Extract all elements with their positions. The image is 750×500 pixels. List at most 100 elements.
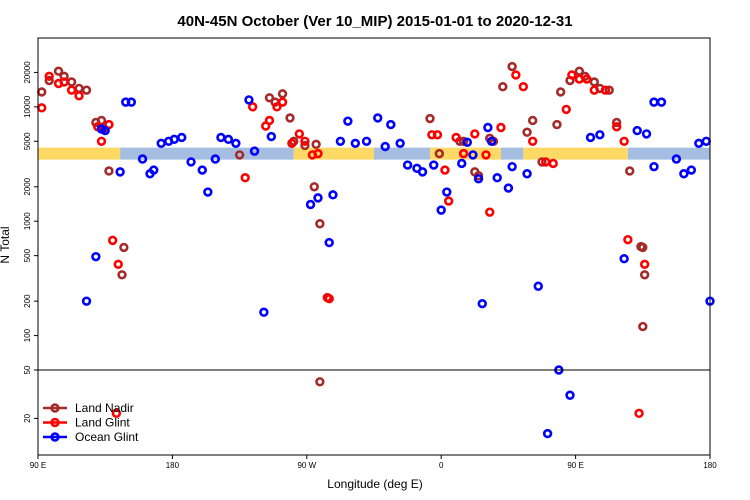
data-point-ocean-glint (417, 167, 428, 177)
data-point-ocean-glint (328, 190, 338, 200)
data-point-ocean-glint (436, 205, 446, 215)
data-point-land-glint (313, 148, 323, 159)
data-point-ocean-glint (457, 158, 467, 169)
data-point-ocean-glint (203, 187, 213, 197)
x-tick-label: 90 E (30, 461, 46, 470)
data-point-ocean-glint (343, 116, 353, 126)
data-point-land-glint (567, 70, 577, 80)
data-point-land-nadir (66, 77, 77, 87)
data-point-land-glint (511, 70, 521, 80)
data-point-ocean-glint (507, 161, 517, 172)
data-point-ocean-glint (679, 169, 689, 179)
data-point-land-nadir (625, 166, 635, 176)
x-tick-label: 90 W (297, 461, 316, 470)
data-point-land-glint (440, 165, 450, 175)
data-point-land-glint (561, 104, 571, 115)
data-point-ocean-glint (522, 169, 532, 179)
y-tick-label: 500 (23, 248, 32, 262)
data-point-land-glint (96, 136, 107, 146)
data-point-land-glint (107, 235, 118, 246)
data-point-ocean-glint (149, 165, 159, 175)
data-point-ocean-glint (156, 138, 166, 149)
data-point-land-glint (113, 259, 123, 269)
data-point-ocean-glint (649, 161, 659, 172)
data-point-land-glint (294, 129, 305, 139)
data-point-land-glint (247, 102, 258, 112)
data-point-ocean-glint (486, 136, 497, 146)
data-point-land-nadir (537, 157, 547, 167)
data-point-land-nadir (315, 219, 325, 229)
data-point-land-nadir (638, 321, 648, 332)
data-point-ocean-glint (533, 281, 543, 291)
data-point-land-nadir (604, 85, 614, 95)
legend-item-ocean-glint: Ocean Glint (43, 430, 139, 444)
data-point-ocean-glint (632, 125, 642, 136)
data-point-ocean-glint (380, 141, 390, 152)
data-point-ocean-glint (350, 138, 361, 149)
data-point-land-nadir (434, 148, 445, 159)
data-point-land-glint (66, 85, 77, 95)
data-point-ocean-glint (81, 296, 92, 306)
y-tick-label: 20 (23, 413, 32, 422)
data-point-ocean-glint (137, 154, 148, 164)
data-point-land-nadir (277, 89, 288, 99)
data-point-land-nadir (555, 87, 566, 97)
y-tick-label: 100 (23, 328, 32, 342)
data-point-land-glint (589, 85, 599, 95)
data-point-land-nadir (639, 270, 650, 280)
data-point-ocean-glint (473, 174, 484, 184)
data-point-ocean-glint (100, 125, 110, 136)
data-point-land-glint (37, 103, 47, 113)
plot-frame (37, 37, 711, 456)
data-point-land-glint (458, 148, 469, 159)
y-tick-label: 1000 (23, 212, 32, 230)
latitude-band-segment-ocean (627, 147, 710, 160)
y-tick-label: 200 (23, 294, 32, 308)
data-point-land-nadir (117, 270, 127, 280)
data-point-ocean-glint (694, 138, 704, 149)
data-point-land-nadir (44, 75, 54, 86)
data-point-ocean-glint (126, 97, 137, 107)
data-point-land-nadir (311, 139, 321, 150)
data-point-land-glint (481, 150, 491, 160)
x-axis-title: Longitude (deg E) (327, 477, 422, 491)
data-point-ocean-glint (671, 154, 682, 164)
data-point-ocean-glint (442, 187, 452, 197)
data-point-land-nadir (96, 115, 107, 126)
data-point-land-nadir (81, 85, 92, 95)
data-point-ocean-glint (686, 165, 697, 175)
data-point-land-glint (272, 102, 282, 112)
y-axis-title: N Total (0, 226, 12, 263)
data-point-ocean-glint (619, 254, 629, 264)
data-point-ocean-glint (649, 97, 659, 107)
data-point-land-nadir (636, 241, 646, 252)
data-point-land-glint (548, 158, 558, 169)
latitude-band-segment-ocean (374, 147, 430, 160)
chart-title: 40N-45N October (Ver 10_MIP) 2015-01-01 … (177, 13, 572, 30)
data-point-ocean-glint (565, 390, 575, 400)
data-point-ocean-glint (402, 160, 413, 170)
data-point-land-glint (611, 122, 622, 132)
data-point-ocean-glint (595, 130, 605, 140)
data-point-ocean-glint (503, 183, 514, 193)
data-point-land-glint (518, 82, 529, 92)
data-point-land-glint (600, 85, 611, 95)
legend-marker (50, 432, 60, 442)
legend-label: Land Glint (75, 416, 130, 430)
y-tick-label: 20000 (23, 61, 32, 84)
data-point-land-glint (277, 97, 288, 107)
data-point-land-glint (619, 136, 629, 146)
data-point-ocean-glint (305, 199, 316, 210)
data-point-ocean-glint (324, 237, 334, 248)
data-point-land-nadir (498, 82, 508, 92)
data-point-land-glint (485, 207, 495, 217)
y-tick-label: 5000 (23, 132, 32, 150)
data-point-land-glint (59, 77, 69, 87)
data-point-land-glint (574, 74, 585, 84)
data-point-ocean-glint (361, 136, 372, 146)
data-point-land-glint (432, 130, 443, 140)
data-point-ocean-glint (468, 150, 478, 160)
data-point-land-glint (443, 196, 454, 206)
